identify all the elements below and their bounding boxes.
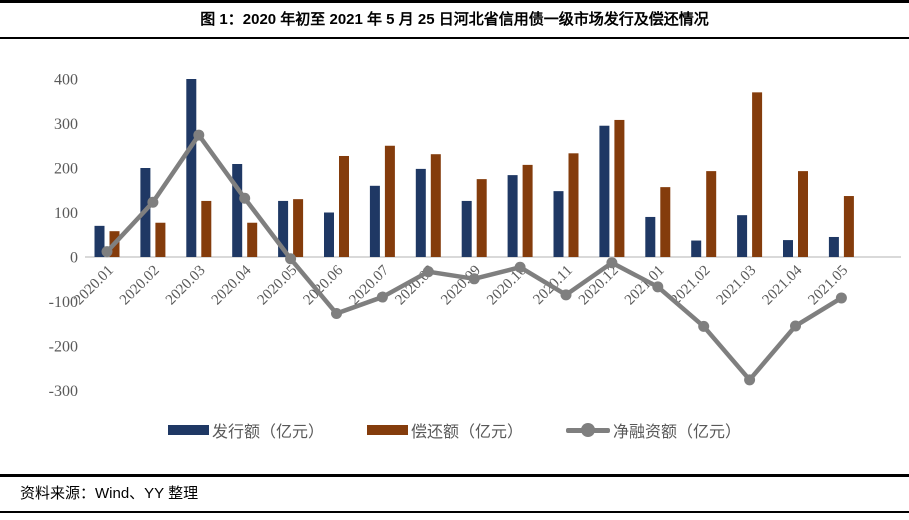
svg-text:2020.02: 2020.02	[117, 263, 163, 309]
svg-text:2020.09: 2020.09	[438, 263, 484, 309]
net-financing-line-marker-icon	[566, 423, 610, 437]
svg-text:2020.05: 2020.05	[255, 263, 301, 309]
legend-item-repayment: 偿还额（亿元）	[366, 418, 523, 442]
legend-item-net-financing: 净融资额（亿元）	[566, 418, 741, 442]
legend-label-repayment: 偿还额（亿元）	[410, 424, 523, 441]
source-divider	[0, 474, 909, 477]
legend-label-issuance: 发行额（亿元）	[211, 424, 324, 441]
source-note: 资料来源：Wind、YY 整理	[20, 485, 199, 502]
svg-text:2021.03: 2021.03	[714, 263, 760, 309]
svg-text:2021.04: 2021.04	[760, 262, 806, 308]
svg-text:-200: -200	[49, 339, 78, 356]
bottom-rule	[0, 511, 909, 513]
svg-text:400: 400	[54, 72, 78, 89]
svg-text:0: 0	[70, 250, 78, 267]
svg-text:2020.04: 2020.04	[209, 262, 255, 308]
chart-legend: 发行额（亿元） 偿还额（亿元） 净融资额（亿元）	[0, 414, 909, 446]
svg-text:-300: -300	[49, 383, 78, 400]
svg-text:-100: -100	[49, 294, 78, 311]
top-rule	[0, 0, 909, 3]
svg-text:100: 100	[54, 205, 78, 222]
legend-label-net-financing: 净融资额（亿元）	[613, 424, 742, 441]
title-divider	[0, 37, 909, 39]
svg-text:2020.03: 2020.03	[163, 263, 209, 309]
issuance-color-swatch	[167, 425, 209, 435]
figure-title: 图 1：2020 年初至 2021 年 5 月 25 日河北省信用债一级市场发行…	[200, 11, 709, 28]
legend-item-issuance: 发行额（亿元）	[167, 418, 324, 442]
svg-text:2020.01: 2020.01	[71, 263, 117, 309]
svg-text:200: 200	[54, 161, 78, 178]
svg-text:300: 300	[54, 116, 78, 133]
repayment-color-swatch	[366, 425, 408, 435]
